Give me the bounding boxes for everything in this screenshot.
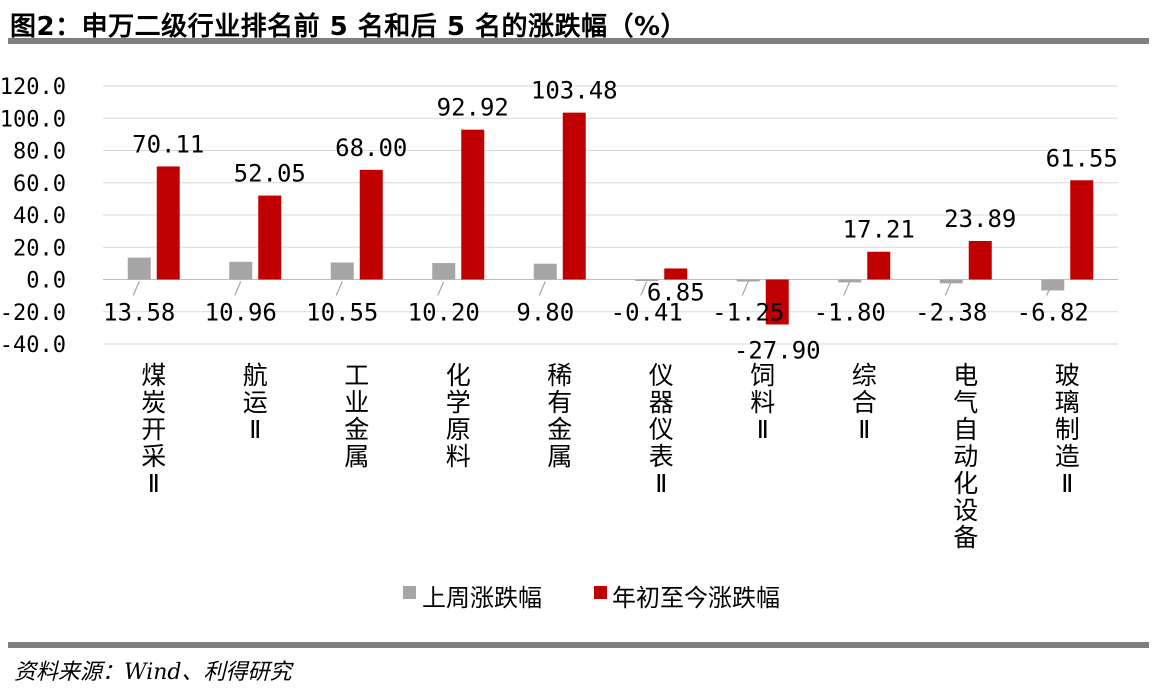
y-tick-label: -20.0 bbox=[0, 301, 66, 326]
category-label: 航运 Ⅱ bbox=[243, 361, 268, 444]
weekly-change-bar bbox=[635, 279, 659, 281]
category-label: 玻璃制造 Ⅱ bbox=[1055, 361, 1080, 498]
weekly-change-bar bbox=[1041, 279, 1065, 291]
ytd-change-bar bbox=[258, 195, 282, 280]
y-tick-label: 20.0 bbox=[13, 236, 66, 261]
ytd-change-label: 70.11 bbox=[132, 130, 204, 158]
label-leader-line bbox=[538, 281, 546, 296]
y-tick-label: 80.0 bbox=[13, 140, 66, 165]
weekly-change-bar bbox=[736, 279, 760, 282]
label-leader-line bbox=[335, 281, 343, 296]
weekly-change-label: -1.80 bbox=[814, 299, 886, 327]
ytd-change-label: 61.55 bbox=[1046, 144, 1118, 172]
weekly-change-bar bbox=[838, 279, 862, 283]
weekly-change-label: -0.41 bbox=[611, 299, 683, 327]
weekly-change-label: -2.38 bbox=[915, 299, 987, 327]
weekly-change-label: 13.58 bbox=[103, 299, 175, 327]
ytd-change-bar bbox=[968, 240, 992, 280]
weekly-change-bar bbox=[432, 263, 456, 280]
label-leader-line bbox=[132, 281, 140, 296]
source-note: 资料来源：Wind、利得研究 bbox=[14, 660, 292, 685]
weekly-change-bar bbox=[127, 257, 151, 280]
label-leader-line bbox=[437, 281, 445, 296]
weekly-change-label: 9.80 bbox=[516, 299, 574, 327]
category-label: 煤炭开采 Ⅱ bbox=[141, 361, 166, 498]
category-label: 电气自动化设备 bbox=[953, 361, 978, 552]
bar-chart: 120.0 100.0 80.0 60.0 40.0 20.0 0.0 -20.0 -40.0 1… bbox=[0, 75, 1118, 612]
category-label: 稀有金属 bbox=[547, 361, 572, 471]
y-tick-label: 100.0 bbox=[0, 107, 66, 132]
weekly-change-bar bbox=[229, 261, 253, 280]
ytd-change-label: 17.21 bbox=[843, 216, 915, 244]
ytd-change-label: -27.90 bbox=[734, 336, 821, 364]
category-label: 综合 Ⅱ bbox=[852, 361, 877, 444]
ytd-change-bar bbox=[664, 268, 688, 280]
ytd-change-bar bbox=[562, 112, 586, 280]
weekly-change-label: 10.96 bbox=[205, 299, 277, 327]
category-label: 仪器仪表 Ⅱ bbox=[649, 361, 674, 498]
ytd-change-label: 6.85 bbox=[647, 279, 705, 307]
ytd-change-label: 68.00 bbox=[335, 134, 407, 162]
weekly-change-label: -1.25 bbox=[712, 299, 784, 327]
label-leader-line bbox=[741, 281, 749, 296]
ytd-change-label: 92.92 bbox=[437, 94, 509, 122]
ytd-change-label: 52.05 bbox=[234, 160, 306, 188]
legend-swatch-ytd bbox=[594, 586, 607, 599]
weekly-change-bar bbox=[939, 279, 963, 284]
legend-label-weekly: 上周涨跌幅 bbox=[422, 584, 542, 612]
label-leader-line bbox=[640, 281, 648, 296]
label-leader-line bbox=[234, 281, 242, 296]
y-tick-label: 60.0 bbox=[13, 172, 66, 197]
legend-label-ytd: 年初至今涨跌幅 bbox=[612, 584, 780, 612]
category-label: 工业金属 bbox=[344, 361, 369, 471]
ytd-change-bar bbox=[461, 129, 485, 280]
y-tick-label: 0.0 bbox=[26, 269, 66, 294]
weekly-change-bar bbox=[330, 262, 354, 280]
bottom-divider bbox=[8, 642, 1149, 648]
y-tick-label: 120.0 bbox=[0, 75, 66, 100]
ytd-change-bar bbox=[867, 251, 891, 280]
ytd-change-bar bbox=[1070, 180, 1094, 280]
weekly-change-label: 10.55 bbox=[306, 299, 378, 327]
label-leader-line bbox=[944, 281, 952, 296]
ytd-change-label: 23.89 bbox=[944, 205, 1016, 233]
chart-title: 图2：申万二级行业排名前 5 名和后 5 名的涨跌幅（%） bbox=[10, 12, 688, 42]
weekly-change-label: -6.82 bbox=[1017, 299, 1089, 327]
category-label: 化学原料 bbox=[446, 361, 471, 471]
label-leader-line bbox=[843, 281, 851, 296]
weekly-change-label: 10.20 bbox=[408, 299, 480, 327]
y-tick-label: 40.0 bbox=[13, 204, 66, 229]
top-divider bbox=[8, 38, 1149, 44]
ytd-change-bar bbox=[359, 169, 383, 280]
category-label: 饲料 Ⅱ bbox=[750, 361, 775, 444]
weekly-change-bar bbox=[533, 263, 557, 280]
ytd-change-label: 103.48 bbox=[531, 77, 618, 105]
ytd-change-bar bbox=[765, 279, 789, 325]
ytd-change-bar bbox=[156, 166, 180, 280]
label-leader-line bbox=[1046, 281, 1054, 296]
legend-swatch-weekly bbox=[403, 586, 416, 599]
y-tick-label: -40.0 bbox=[0, 333, 66, 358]
